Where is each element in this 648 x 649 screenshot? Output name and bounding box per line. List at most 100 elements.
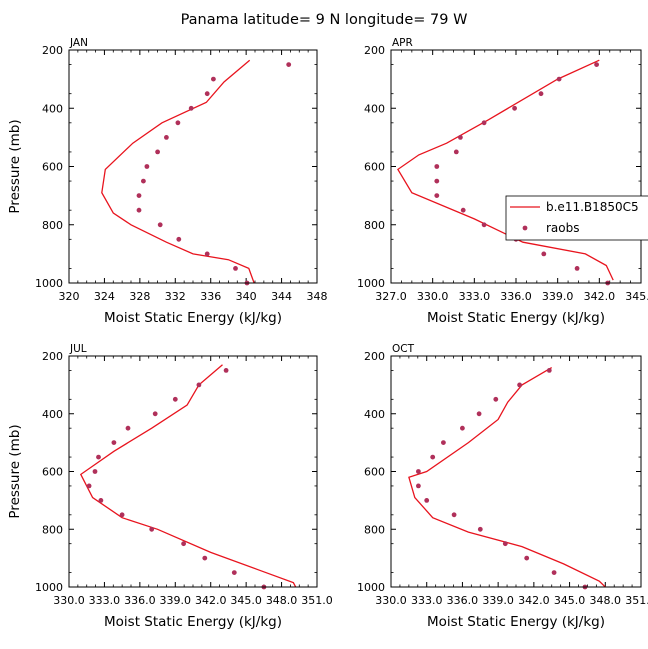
raobs-point <box>538 91 544 97</box>
y-tick-label: 1000 <box>35 277 63 290</box>
y-axis-label: Pressure (mb) <box>7 119 23 213</box>
panel-title: APR <box>392 37 413 49</box>
y-tick-label: 800 <box>42 219 63 232</box>
legend: b.e11.B1850C5 raobs <box>505 195 648 241</box>
panel-title: JAN <box>69 37 88 49</box>
y-tick-label: 800 <box>42 523 63 536</box>
panel-title: OCT <box>392 343 415 355</box>
raobs-point <box>231 570 237 575</box>
raobs-point <box>451 512 457 518</box>
plot-frame <box>390 49 642 284</box>
raobs-point <box>551 570 557 575</box>
x-tick-label: 342.0 <box>195 594 227 607</box>
x-tick-label: 339.0 <box>542 290 574 303</box>
raobs-point <box>493 396 499 402</box>
panel-title: JUL <box>69 343 87 355</box>
raobs-point <box>594 62 599 67</box>
raobs-point <box>481 222 487 228</box>
raobs-point <box>434 193 440 199</box>
raobs-point <box>119 512 125 518</box>
raobs-point <box>424 498 430 503</box>
x-tick-label: 333.0 <box>459 290 491 303</box>
raobs-point <box>434 164 440 169</box>
y-tick-label: 600 <box>364 466 385 479</box>
x-tick-label: 348.0 <box>590 594 622 607</box>
raobs-point <box>125 425 131 431</box>
x-tick-label: 340 <box>236 290 257 303</box>
figure-title: Panama latitude= 9 N longitude= 79 W <box>181 12 468 28</box>
raobs-point <box>164 135 169 140</box>
plot-frame <box>390 355 642 588</box>
y-tick-label: 200 <box>364 350 385 363</box>
raobs-point <box>430 454 436 460</box>
raobs-point <box>517 382 522 388</box>
x-tick-label: 333.0 <box>89 594 121 607</box>
x-tick-label: 320 <box>59 290 80 303</box>
raobs-point <box>453 149 459 155</box>
raobs-point <box>92 469 98 474</box>
y-tick-label: 600 <box>364 161 385 174</box>
raobs-point <box>176 236 182 242</box>
x-tick-label: 348 <box>307 290 328 303</box>
raobs-point <box>546 368 552 373</box>
raobs-point <box>460 207 466 213</box>
x-tick-label: 330.0 <box>375 594 407 607</box>
x-tick-label: 351.0 <box>301 594 333 607</box>
panels: 320 324 328 332 336 340 344 348 200 400 600 800 1000… <box>7 37 648 630</box>
raobs-point <box>141 178 146 184</box>
raobs-point <box>155 149 161 155</box>
x-tick-label: 336.0 <box>447 594 479 607</box>
raobs-point <box>541 251 547 257</box>
y-tick-label: 1000 <box>35 581 63 594</box>
y-tick-label: 400 <box>42 102 63 115</box>
raobs-point <box>416 469 421 474</box>
x-tick-label: 342.0 <box>584 290 616 303</box>
legend-raobs-swatch <box>522 225 528 231</box>
x-axis-label: Moist Static Energy (kJ/kg) <box>427 310 605 326</box>
x-tick-label: 344 <box>271 290 292 303</box>
y-tick-label: 200 <box>42 44 63 57</box>
legend-model-label: b.e11.B1850C5 <box>546 200 639 214</box>
raobs-point <box>175 120 181 126</box>
raobs-point <box>416 483 421 489</box>
x-tick-label: 345.0 <box>554 594 586 607</box>
x-tick-label: 330.0 <box>53 594 85 607</box>
raobs-point <box>136 193 142 199</box>
raobs-point <box>144 164 150 169</box>
model-series-line <box>397 59 614 281</box>
plot-frame <box>68 355 318 588</box>
x-tick-label: 351.0 <box>625 594 648 607</box>
raobs-point <box>512 105 517 111</box>
raobs-point <box>157 222 163 228</box>
y-tick-label: 600 <box>42 466 63 479</box>
x-tick-label: 348.0 <box>266 594 298 607</box>
raobs-point <box>86 483 92 489</box>
x-tick-label: 336.0 <box>500 290 532 303</box>
x-tick-label: 327.0 <box>375 290 407 303</box>
x-tick-label: 345.0 <box>625 290 648 303</box>
y-tick-label: 400 <box>364 102 385 115</box>
raobs-point <box>223 368 229 373</box>
y-tick-label: 800 <box>364 523 385 536</box>
x-tick-label: 324 <box>94 290 115 303</box>
raobs-point <box>196 382 202 388</box>
x-axis-label: Moist Static Energy (kJ/kg) <box>104 310 282 326</box>
y-tick-label: 800 <box>364 219 385 232</box>
x-axis-label: Moist Static Energy (kJ/kg) <box>427 614 605 630</box>
panel-apr: 327.0 330.0 333.0 336.0 339.0 342.0 345.0 200 40… <box>357 37 648 326</box>
raobs-point <box>202 555 208 561</box>
y-tick-label: 200 <box>42 350 63 363</box>
legend-box <box>505 195 648 241</box>
raobs-point <box>136 207 142 213</box>
raobs-point <box>188 105 194 111</box>
raobs-point <box>96 454 101 460</box>
raobs-point <box>181 541 187 547</box>
raobs-point <box>556 76 562 82</box>
x-axis-label: Moist Static Energy (kJ/kg) <box>104 614 282 630</box>
x-tick-label: 339.0 <box>482 594 514 607</box>
model-series-line <box>79 364 297 587</box>
x-tick-label: 333.0 <box>411 594 443 607</box>
raobs-point <box>481 120 487 126</box>
